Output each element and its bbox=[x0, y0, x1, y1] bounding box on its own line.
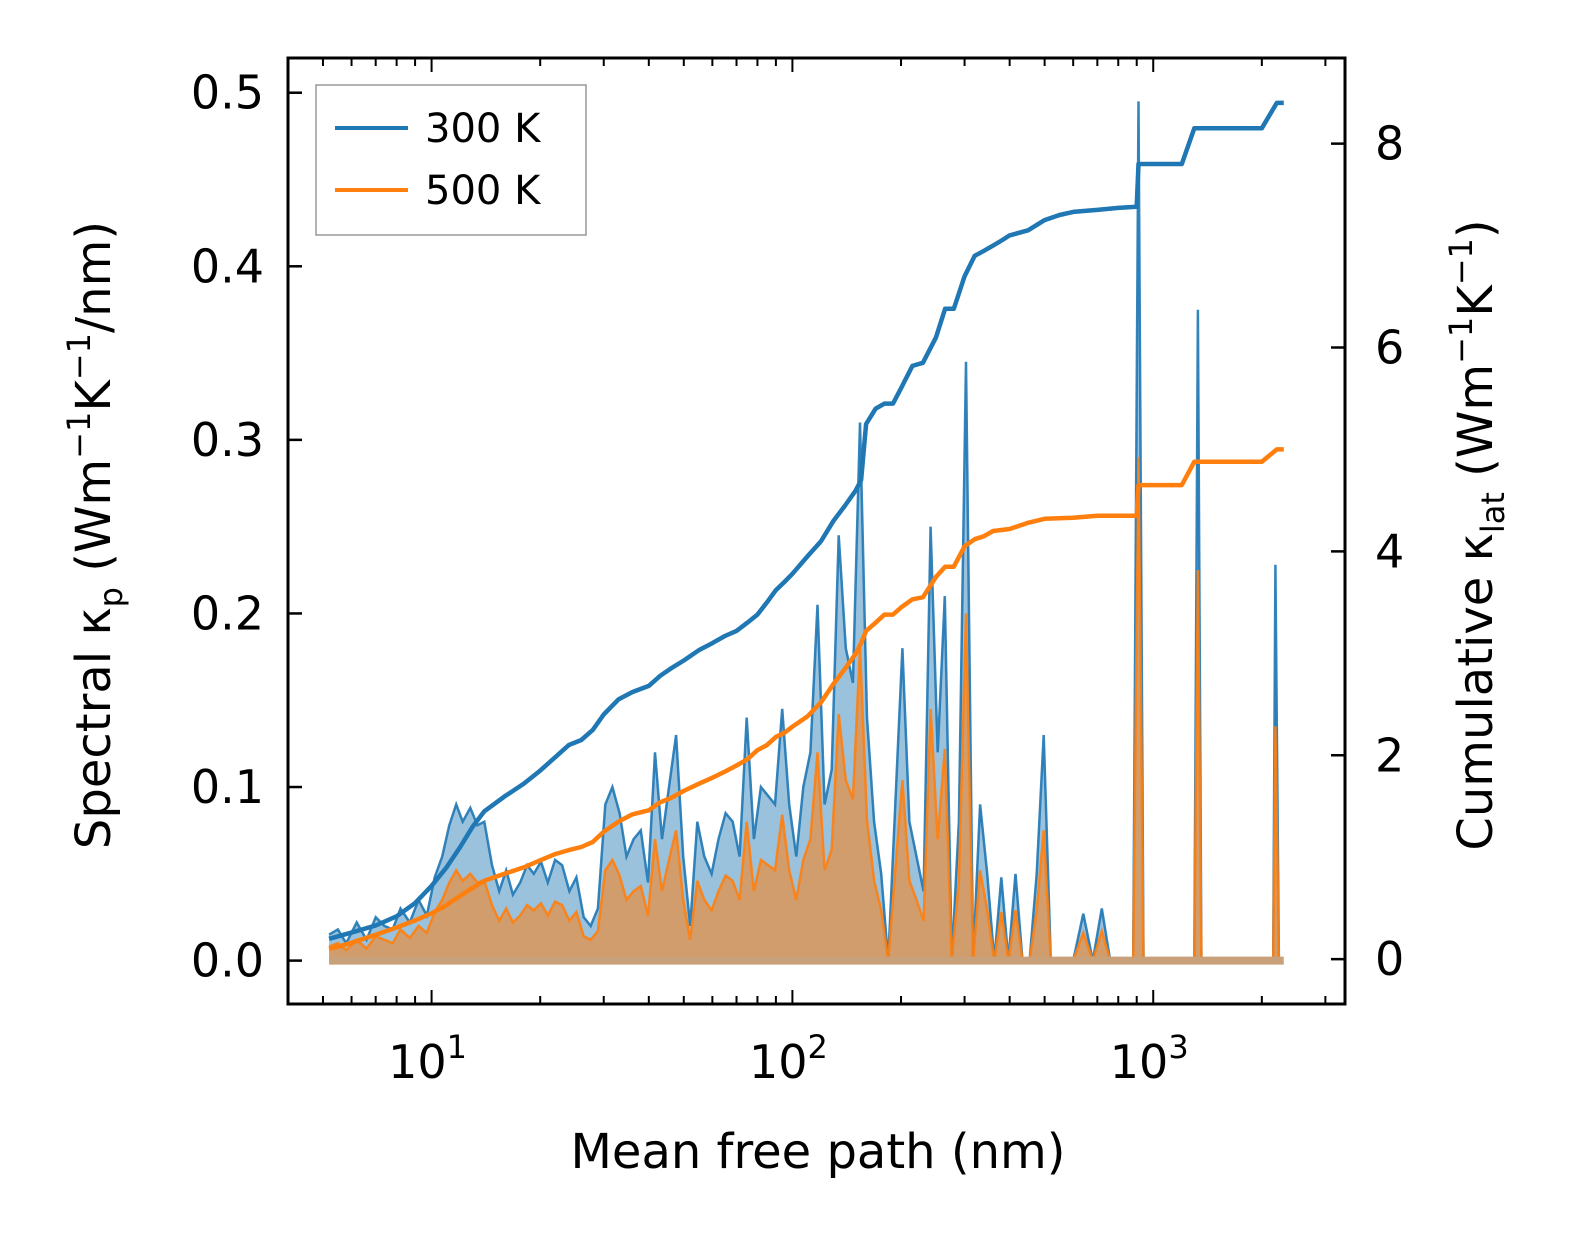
plot-area bbox=[328, 100, 1284, 965]
x-tick-label: 103 bbox=[1110, 1028, 1189, 1089]
y-right-tick-label: 0 bbox=[1375, 932, 1404, 986]
spectral-line-0 bbox=[328, 101, 1281, 962]
y-right-tick-label: 6 bbox=[1375, 321, 1404, 375]
y-left-tick-label: 0.0 bbox=[191, 934, 264, 988]
legend-box bbox=[315, 84, 587, 236]
legend-label-300k: 300 K bbox=[425, 106, 542, 152]
plot-frame bbox=[286, 56, 1347, 1006]
y-left-tick-label: 0.2 bbox=[191, 586, 264, 640]
y-left-tick-label: 0.5 bbox=[191, 66, 264, 120]
y-right-tick-label: 2 bbox=[1375, 728, 1404, 782]
y-left-tick-label: 0.4 bbox=[191, 239, 264, 293]
x-tick-label: 102 bbox=[749, 1028, 828, 1089]
x-tick-label: 101 bbox=[388, 1028, 467, 1089]
y-right-tick-label: 4 bbox=[1375, 524, 1404, 578]
cumulative-line-1 bbox=[328, 447, 1284, 952]
x-axis-title: Mean free path (nm) bbox=[571, 1124, 1066, 1180]
y-left-tick-label: 0.3 bbox=[191, 413, 264, 467]
legend-label-500k: 500 K bbox=[425, 168, 542, 214]
cumulative-line-0 bbox=[328, 100, 1284, 941]
y-left-tick-label: 0.1 bbox=[191, 760, 264, 814]
legend: 300 K 500 K bbox=[315, 84, 587, 236]
y-axis-right-title: Cumulative κlat (Wm−1K−1) bbox=[1442, 219, 1512, 850]
y-axis-left-title: Spectral κp (Wm−1K−1/nm) bbox=[60, 221, 130, 849]
axis-ticks: 0.0 0.1 0.2 0.3 0.4 0.5 0 2 4 6 8 101 102 103 bbox=[191, 58, 1404, 1089]
y-right-tick-label: 8 bbox=[1375, 117, 1404, 171]
